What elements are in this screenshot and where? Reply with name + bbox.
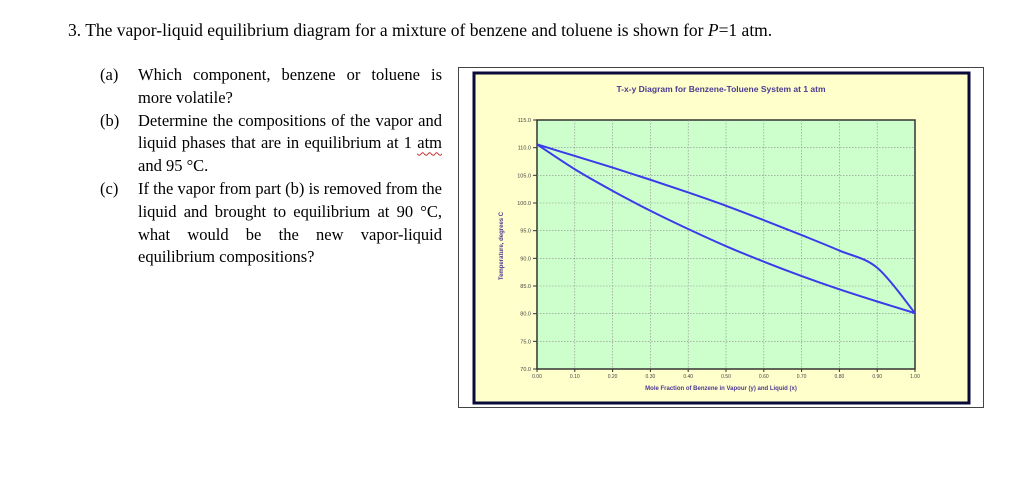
y-axis-label: Temperature, degrees C [499,211,505,280]
pressure-variable: P [707,20,719,40]
x-tick-label: 0.60 [759,374,769,380]
question-b: (b) Determine the compositions of the va… [100,110,442,178]
x-axis-label: Mole Fraction of Benzene in Vapour (y) a… [645,386,797,392]
question-b-text: Determine the compositions of the vapor … [138,110,442,178]
x-tick-label: 0.90 [872,374,882,380]
question-b-text-post: and 95 °C. [138,156,209,176]
x-tick-label: 0.80 [835,374,845,380]
question-b-text-pre: Determine the compositions of the vapor … [138,110,442,153]
x-tick-label: 0.30 [646,374,656,380]
x-tick-label: 0.40 [683,374,693,380]
y-tick-label: 100.0 [517,201,531,207]
x-tick-label: 0.50 [721,374,731,380]
y-tick-label: 75.0 [520,339,531,345]
problem-number: 3. [68,20,82,40]
y-tick-label: 90.0 [520,256,531,262]
x-tick-label: 0.10 [570,374,580,380]
question-c-label: (c) [100,178,119,198]
chart-title: T-x-y Diagram for Benzene-Toluene System… [616,84,826,94]
x-tick-label: 0.20 [608,374,618,380]
problem-statement: 3. The vapor-liquid equilibrium diagram … [68,20,772,41]
y-tick-label: 115.0 [518,118,531,124]
txy-diagram-figure: 70.0 75.0 80.0 85.0 90.0 95.0 100.0 105.0 110.0 1… [458,67,984,408]
question-b-atm: atm [417,133,442,153]
y-tick-label: 105.0 [517,173,531,179]
question-a-label: (a) [100,65,119,84]
y-tick-label: 70.0 [520,367,531,373]
y-ticks: 70.0 75.0 80.0 85.0 90.0 95.0 100.0 105.0 110.0 1… [517,118,537,373]
y-tick-label: 110.0 [518,146,531,152]
grid [537,120,915,369]
question-a: (a) Which component, benzene or toluene … [100,64,442,110]
x-ticks: 0.00 0.10 0.20 0.30 0.40 0.50 0.60 0.70 0.80 0.90… [532,369,920,380]
bubble-curve [536,143,916,315]
x-tick-label: 0.00 [532,374,542,380]
problem-text-post: =1 atm. [718,20,773,40]
y-tick-label: 85.0 [520,284,531,290]
x-tick-label: 0.70 [797,374,807,380]
y-tick-label: 80.0 [520,312,531,318]
txy-chart: 70.0 75.0 80.0 85.0 90.0 95.0 100.0 105.0 110.0 1… [472,71,971,405]
question-b-label: (b) [100,110,120,130]
dew-curve [536,143,916,314]
y-tick-label: 95.0 [520,229,531,235]
series-lines [536,143,916,315]
question-c-text: If the vapor from part (b) is removed fr… [138,178,442,267]
question-c: (c) If the vapor from part (b) is remove… [100,178,442,269]
x-tick-label: 1.00 [910,374,920,380]
problem-text-pre: The vapor-liquid equilibrium diagram for… [85,20,708,40]
question-a-text: Which component, benzene or toluene is m… [138,65,442,107]
question-list: (a) Which component, benzene or toluene … [100,64,442,269]
